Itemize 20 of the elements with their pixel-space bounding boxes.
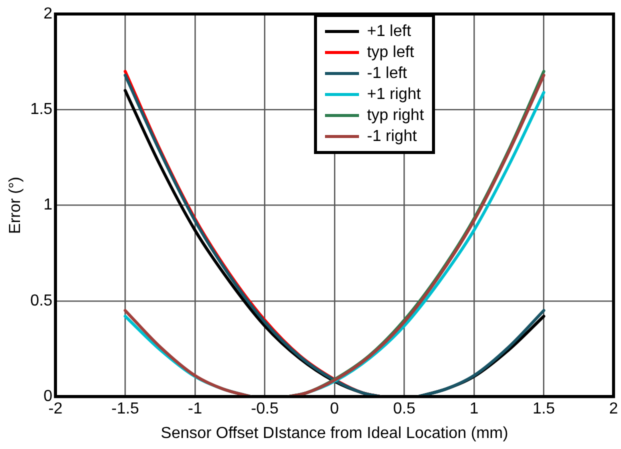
y-tick-label: 1.5 — [30, 101, 53, 118]
x-tick-label: 0.5 — [393, 400, 416, 418]
x-tick-label: -1 — [188, 400, 202, 418]
y-tick-label: 2 — [44, 5, 53, 22]
y-tick-label: 1 — [44, 196, 53, 214]
legend-label: typ left — [366, 43, 414, 63]
y-axis-title: Error (°) — [7, 176, 24, 234]
x-tick-label: 0 — [330, 400, 340, 418]
x-tick-label: -0.5 — [250, 400, 279, 418]
y-tick-label: 0.5 — [30, 292, 53, 310]
legend-label: -1 right — [366, 127, 417, 147]
x-tick-label: 1.5 — [532, 400, 556, 418]
legend-label: +1 left — [366, 22, 412, 42]
x-tick-label: 1 — [470, 400, 479, 418]
legend-label: -1 left — [366, 64, 407, 84]
x-tick-label: -1.5 — [111, 400, 140, 418]
x-axis-title: Sensor Offset DIstance from Ideal Location (mm) — [160, 424, 508, 442]
x-tick-label: 2 — [609, 400, 618, 418]
legend-label: typ right — [366, 106, 424, 126]
legend-label: +1 right — [366, 85, 421, 105]
